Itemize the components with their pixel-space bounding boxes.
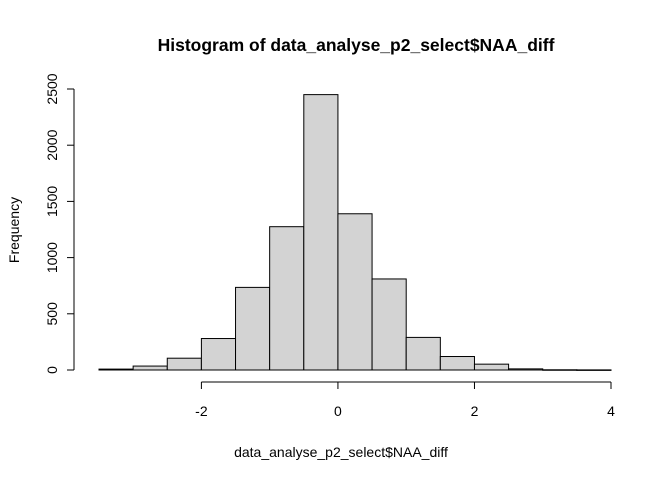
histogram-bar	[132, 365, 168, 371]
histogram-bar	[405, 336, 441, 371]
histogram-bar	[439, 356, 475, 371]
y-tick-label: 1500	[44, 186, 60, 217]
x-tick-label: 2	[471, 403, 479, 419]
histogram-bar	[473, 363, 510, 371]
x-tick-label: -2	[195, 403, 208, 419]
y-tick-label: 500	[44, 302, 60, 326]
histogram-bar	[542, 369, 578, 371]
y-axis-label: Frequency	[6, 197, 22, 263]
y-tick-label: 2000	[44, 129, 60, 160]
y-tick-label: 1000	[44, 242, 60, 273]
y-axis: 0 500 1000 1500 2000 2500	[44, 73, 75, 374]
x-axis: -2 0 2 4	[195, 381, 615, 419]
histogram-bar	[269, 226, 305, 371]
histogram-bar	[166, 357, 202, 371]
chart-title: Histogram of data_analyse_p2_select$NAA_…	[158, 35, 555, 55]
histogram-bar	[303, 94, 339, 371]
x-tick-label: 4	[607, 403, 615, 419]
y-tick-label: 2500	[44, 73, 60, 104]
histogram-bar	[235, 286, 271, 371]
x-tick-label: 0	[334, 403, 342, 419]
x-axis-label: data_analyse_p2_select$NAA_diff	[234, 444, 448, 460]
histogram-bar	[508, 368, 544, 371]
histogram-bars	[98, 94, 612, 371]
histogram-bar	[576, 369, 612, 371]
y-tick-label: 0	[44, 366, 60, 374]
histogram-bar	[371, 278, 407, 371]
histogram-bar	[337, 213, 373, 371]
histogram-bar	[98, 368, 134, 371]
histogram-bar	[200, 338, 237, 371]
